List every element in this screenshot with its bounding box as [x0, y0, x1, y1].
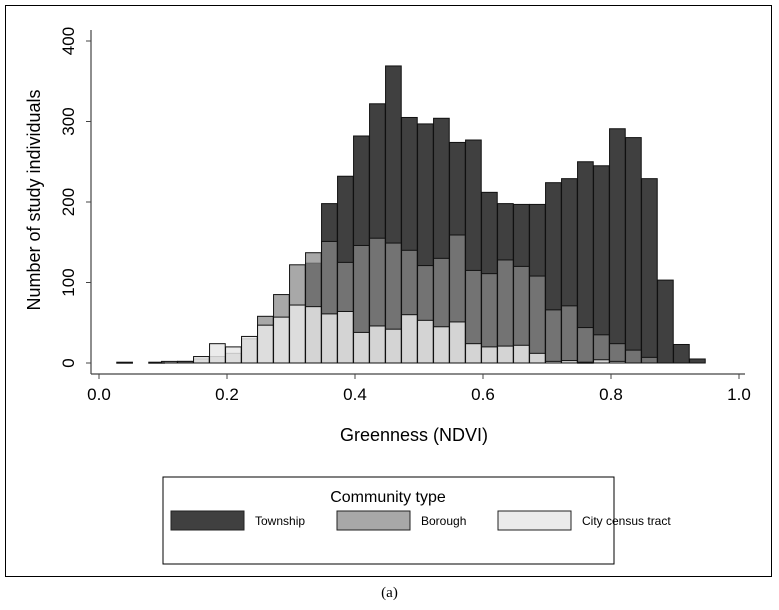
- bar-city-census-tract: [193, 356, 210, 364]
- bar-city-census-tract: [241, 335, 258, 364]
- bar-city-census-tract: [305, 306, 322, 364]
- bar-city-census-tract: [465, 343, 482, 364]
- bar-borough: [561, 305, 578, 364]
- bar-city-census-tract: [497, 345, 514, 364]
- legend-label: Borough: [421, 514, 466, 528]
- x-tick-label: 0.4: [343, 385, 367, 404]
- bar-city-census-tract: [369, 325, 386, 364]
- bar-township: [609, 128, 626, 364]
- bar-city-census-tract: [513, 344, 530, 364]
- y-axis-label: Number of study individuals: [24, 89, 44, 310]
- bar-city-census-tract: [337, 310, 354, 364]
- y-tick-label: 200: [59, 188, 78, 216]
- bar-city-census-tract: [545, 360, 562, 364]
- bar-city-census-tract: [321, 313, 338, 364]
- bar-city-census-tract: [289, 304, 306, 364]
- bar-city-census-tract: [209, 343, 226, 364]
- x-axis-label: Greenness (NDVI): [340, 425, 488, 445]
- bar-city-census-tract: [401, 314, 418, 364]
- bar-city-census-tract: [433, 326, 450, 364]
- y-tick-label: 0: [59, 358, 78, 367]
- bar-borough: [625, 349, 642, 364]
- bar-township: [673, 343, 690, 364]
- bar-borough: [641, 356, 658, 364]
- figure-caption: (a): [381, 585, 398, 601]
- x-tick-label: 0.0: [87, 385, 111, 404]
- bar-city-census-tract: [417, 319, 434, 364]
- bar-city-census-tract: [593, 359, 610, 364]
- legend-swatch: [497, 510, 572, 531]
- bar-borough: [593, 334, 610, 364]
- bar-borough: [545, 309, 562, 364]
- bar-city-census-tract: [561, 360, 578, 364]
- y-tick-label: 300: [59, 107, 78, 135]
- x-tick-label: 0.8: [599, 385, 623, 404]
- bar-city-census-tract: [225, 346, 242, 364]
- x-tick-label: 0.6: [471, 385, 495, 404]
- y-tick-label: 400: [59, 27, 78, 55]
- bar-township: [116, 361, 133, 364]
- bar-city-census-tract: [273, 316, 290, 364]
- bar-city-census-tract: [449, 321, 466, 364]
- bar-borough: [177, 360, 194, 364]
- bar-township: [625, 137, 642, 364]
- legend-swatch: [170, 510, 245, 531]
- legend-title: Community type: [330, 489, 446, 506]
- x-tick-label: 1.0: [727, 385, 751, 404]
- bar-city-census-tract: [481, 346, 498, 364]
- bar-borough: [529, 275, 546, 364]
- legend-label: Township: [255, 514, 305, 528]
- x-tick-label: 0.2: [215, 385, 239, 404]
- legend-label: City census tract: [582, 514, 671, 528]
- bar-city-census-tract: [609, 360, 626, 364]
- bar-city-census-tract: [529, 352, 546, 364]
- bar-township: [593, 165, 610, 364]
- bar-borough: [609, 343, 626, 364]
- figure-frame: [5, 5, 772, 577]
- bar-borough: [161, 360, 178, 364]
- bar-city-census-tract: [257, 324, 274, 364]
- bar-township: [641, 178, 658, 364]
- bar-borough: [577, 327, 594, 364]
- bar-township: [689, 358, 706, 364]
- bar-township: [657, 279, 674, 364]
- y-tick-label: 100: [59, 268, 78, 296]
- bar-city-census-tract: [577, 361, 594, 364]
- legend-swatch: [336, 510, 411, 531]
- bar-city-census-tract: [385, 328, 402, 364]
- bar-city-census-tract: [353, 331, 370, 364]
